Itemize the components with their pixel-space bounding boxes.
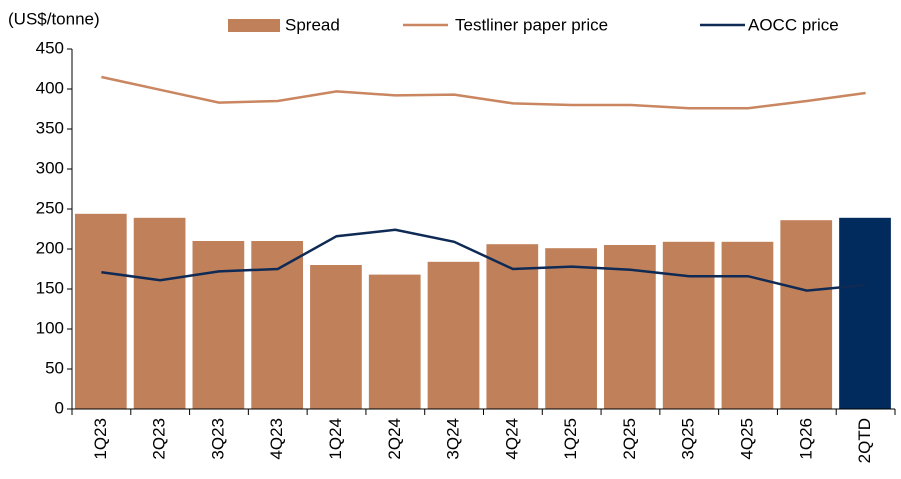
bar	[427, 261, 480, 409]
line-series	[101, 75, 866, 110]
y-tick-label: 250	[36, 198, 64, 217]
y-tick-label: 450	[36, 38, 64, 57]
legend-label: Spread	[285, 15, 340, 34]
y-tick-label: 150	[36, 278, 64, 297]
x-tick-label: 3Q25	[679, 418, 698, 460]
y-tick-label: 400	[36, 78, 64, 97]
x-tick-label: 3Q24	[444, 418, 463, 460]
x-tick-label: 1Q23	[91, 418, 110, 460]
bar	[133, 217, 186, 409]
legend-swatch	[228, 19, 280, 32]
bar	[368, 274, 421, 409]
y-tick-label: 200	[36, 238, 64, 257]
x-tick-label: 2Q24	[385, 418, 404, 460]
y-tick-label: 350	[36, 118, 64, 137]
x-tick-label: 2Q25	[620, 418, 639, 460]
bar	[486, 244, 539, 409]
bar	[780, 220, 833, 409]
x-tick-label: 4Q24	[502, 418, 521, 460]
y-tick-label: 50	[45, 358, 64, 377]
x-tick-label: 1Q26	[796, 418, 815, 460]
x-tick-label: 2QTD	[855, 418, 874, 463]
x-tick-label: 3Q23	[208, 418, 227, 460]
bar	[74, 213, 127, 409]
legend-label: Testliner paper price	[455, 15, 608, 34]
x-tick-label: 2Q23	[150, 418, 169, 460]
x-tick-label: 1Q25	[561, 418, 580, 460]
y-axis-label: (US$/tonne)	[8, 9, 100, 28]
x-tick-label: 1Q24	[326, 418, 345, 460]
y-tick-label: 0	[55, 398, 64, 417]
bar	[310, 265, 362, 409]
x-tick-label: 4Q25	[738, 418, 757, 460]
bar	[545, 248, 597, 409]
line-series	[101, 228, 866, 292]
x-tick-label: 4Q23	[267, 418, 286, 460]
y-tick-label: 100	[36, 318, 64, 337]
legend-label: AOCC price	[748, 15, 839, 34]
y-tick-label: 300	[36, 158, 64, 177]
bar	[839, 217, 891, 409]
bar	[251, 241, 304, 409]
bar	[192, 241, 245, 409]
bar	[721, 241, 774, 409]
bar	[662, 241, 715, 409]
